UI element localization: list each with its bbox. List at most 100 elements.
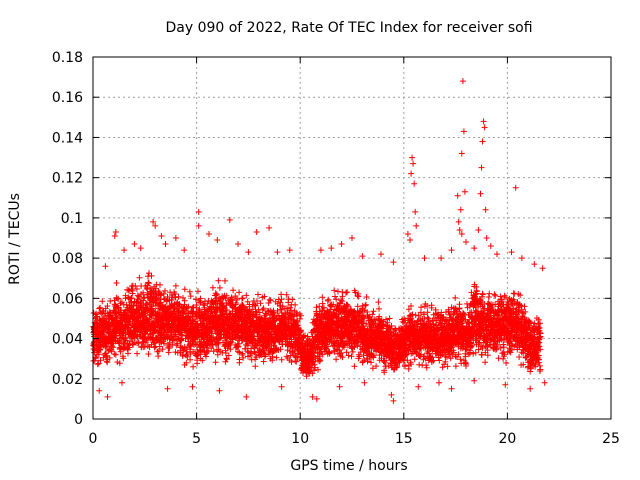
data-point [485, 294, 492, 300]
data-point [293, 309, 300, 316]
data-point [254, 298, 260, 304]
data-point [111, 351, 118, 357]
data-point [322, 344, 329, 351]
data-point [113, 314, 119, 321]
data-point [297, 312, 304, 319]
data-point [143, 339, 149, 346]
data-point [351, 287, 358, 294]
data-point [412, 312, 419, 319]
data-point [202, 351, 209, 358]
data-point [192, 296, 199, 303]
data-point [201, 304, 208, 311]
data-point [157, 292, 164, 299]
data-point [223, 356, 230, 363]
data-point [348, 353, 355, 360]
data-point [155, 353, 162, 360]
data-point [112, 351, 119, 358]
data-point [339, 354, 346, 361]
data-point [293, 358, 300, 365]
data-point [213, 291, 220, 298]
data-point [266, 296, 273, 303]
data-point [319, 321, 326, 328]
data-point [128, 295, 135, 301]
data-point [338, 350, 345, 356]
data-point [245, 327, 252, 334]
data-point [148, 272, 155, 279]
data-point [175, 293, 182, 300]
data-point [294, 354, 301, 361]
data-point [316, 303, 323, 310]
data-point [106, 354, 113, 361]
data-point [251, 301, 258, 308]
data-point [269, 357, 276, 364]
data-point [227, 346, 234, 353]
data-point [99, 298, 106, 305]
data-point [192, 341, 199, 347]
data-point [187, 356, 194, 363]
data-point [171, 289, 178, 296]
data-point [325, 296, 332, 303]
data-point [345, 352, 352, 359]
data-point [195, 288, 201, 295]
data-point [109, 343, 115, 349]
data-point [94, 361, 101, 368]
data-point [209, 284, 216, 291]
data-point [236, 289, 243, 296]
data-point [133, 286, 140, 292]
data-point [215, 277, 222, 284]
data-point [140, 295, 147, 302]
data-point [343, 349, 350, 356]
data-point [375, 299, 382, 306]
data-point [288, 307, 294, 314]
data-point [152, 291, 159, 298]
data-point [162, 287, 168, 294]
data-point [236, 359, 243, 366]
data-point [266, 351, 272, 358]
data-point [156, 289, 163, 296]
data-point [244, 348, 251, 355]
data-point [270, 309, 277, 316]
data-point [355, 293, 362, 300]
data-point [212, 359, 219, 366]
data-point [129, 287, 136, 294]
data-point [212, 290, 219, 297]
data-point [239, 295, 246, 302]
data-point [243, 292, 250, 299]
data-point [196, 297, 203, 304]
data-point [208, 337, 215, 344]
data-point [157, 330, 164, 337]
data-point [108, 348, 115, 355]
data-point [134, 350, 141, 357]
data-point [362, 301, 369, 308]
data-point [310, 358, 317, 365]
data-point [436, 357, 443, 364]
data-point [144, 291, 150, 298]
data-point [125, 350, 131, 357]
data-point [239, 352, 246, 358]
data-point [292, 301, 299, 308]
data-point [126, 344, 133, 351]
data-point [125, 318, 132, 325]
data-point [173, 342, 180, 349]
data-point [319, 294, 326, 301]
data-point [181, 297, 188, 304]
data-point [127, 295, 134, 302]
data-point [144, 286, 151, 293]
data-point [120, 355, 127, 362]
data-point [270, 342, 277, 349]
data-point [338, 297, 344, 304]
data-point [199, 357, 206, 364]
data-point [117, 300, 124, 307]
data-point [344, 289, 351, 296]
data-point [345, 303, 352, 310]
data-point [94, 313, 101, 320]
data-point [102, 343, 109, 350]
data-point [370, 308, 377, 315]
data-point [223, 292, 230, 299]
data-point [222, 277, 228, 284]
data-point [139, 339, 146, 346]
data-point [248, 345, 255, 352]
data-point [145, 279, 152, 286]
data-point [235, 348, 241, 355]
